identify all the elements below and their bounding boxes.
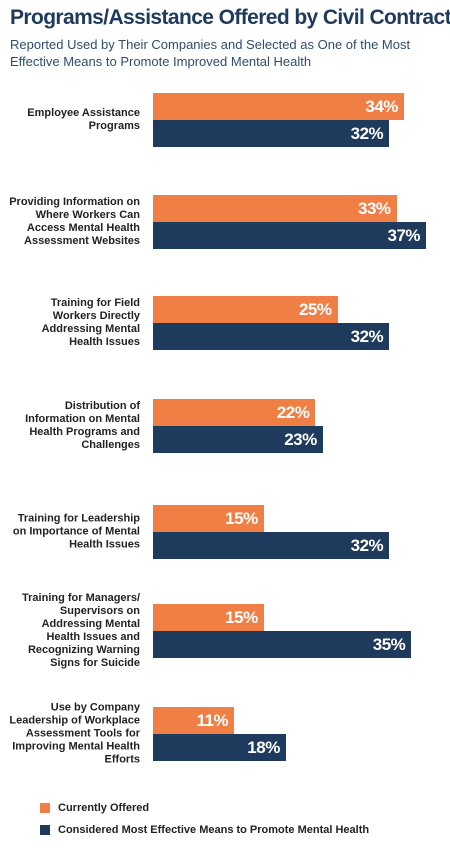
category-label: Training for Leadership on Importance of… (12, 512, 140, 551)
bar: 34% (153, 93, 404, 120)
bar: 25% (153, 296, 338, 323)
bar: 15% (153, 604, 264, 631)
bar: 33% (153, 195, 397, 222)
value-label: 37% (387, 226, 421, 245)
bar: 32% (153, 323, 390, 350)
value-label: 15% (225, 509, 258, 528)
value-label: 23% (284, 430, 317, 449)
bar: 23% (153, 426, 323, 453)
legend-swatch (40, 825, 50, 835)
bar: 32% (153, 120, 390, 147)
legend-label: Currently Offered (58, 802, 150, 814)
category-label: Use by Company Leadership of Workplace A… (9, 701, 140, 766)
category-label: Training for Managers/ Supervisors on Ad… (22, 592, 140, 669)
bar: 11% (153, 707, 235, 734)
value-label: 25% (298, 300, 332, 319)
bar: 15% (153, 505, 264, 532)
legend-label: Considered Most Effective Means to Promo… (58, 824, 370, 836)
chart-title: Programs/Assistance Offered by Civil Con… (10, 6, 450, 29)
category-label: Training for Field Workers Directly Addr… (41, 297, 140, 348)
value-label: 34% (365, 97, 398, 116)
value-label: 32% (350, 536, 384, 555)
value-label: 35% (372, 635, 406, 654)
value-label: 15% (225, 608, 258, 627)
value-label: 32% (350, 327, 384, 346)
bar: 22% (153, 399, 316, 426)
value-label: 22% (276, 403, 310, 422)
value-label: 32% (350, 124, 384, 143)
chart-subtitle: Reported Used by Their Companies and Sel… (10, 37, 411, 69)
value-label: 11% (196, 711, 229, 730)
value-label: 18% (247, 738, 280, 757)
value-label: 33% (358, 199, 391, 218)
legend-swatch (40, 803, 50, 813)
bar: 32% (153, 532, 390, 559)
category-label: Providing Information on Where Workers C… (9, 196, 140, 247)
bar: 37% (153, 222, 427, 249)
bar: 18% (153, 734, 286, 761)
bar: 35% (153, 631, 412, 658)
category-label: Distribution of Information on Mental He… (25, 400, 140, 451)
category-label: Employee Assistance Programs (27, 107, 140, 132)
